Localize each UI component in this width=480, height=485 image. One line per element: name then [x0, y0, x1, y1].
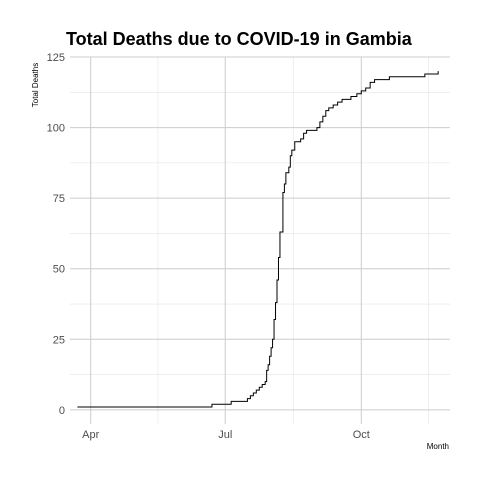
grid [70, 56, 450, 424]
chart-title: Total Deaths due to COVID-19 in Gambia [66, 29, 413, 49]
y-tick-label: 125 [47, 52, 65, 64]
y-tick-label: 25 [53, 334, 65, 346]
y-tick-label: 50 [53, 264, 65, 276]
x-axis-label: Month [427, 442, 449, 451]
x-tick-label: Jul [218, 429, 232, 441]
y-axis-label: Total Deaths [31, 63, 40, 107]
y-tick-label: 75 [53, 193, 65, 205]
tick-labels: 0 25 50 75 100 125 Apr Jul Oct [47, 52, 370, 441]
x-tick-label: Apr [82, 429, 99, 441]
series-layer [77, 71, 439, 408]
x-tick-label: Oct [353, 429, 370, 441]
y-tick-label: 100 [47, 123, 65, 135]
total-deaths-line [77, 71, 439, 408]
y-tick-label: 0 [59, 405, 65, 417]
